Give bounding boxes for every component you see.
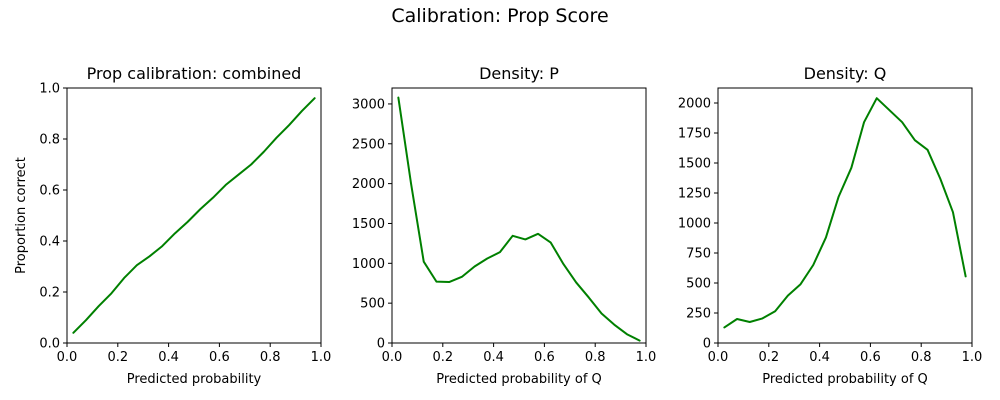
axes-frame xyxy=(717,87,973,344)
series-line xyxy=(397,96,641,342)
y-tick-label: 1000 xyxy=(678,217,711,232)
series-line xyxy=(723,97,967,329)
x-tick-label: 0.6 xyxy=(209,350,230,365)
chart-panel-3: Density: Q 0.0 0.2 0.4 0.6 0.8 1.0 0 250 500 750 10… xyxy=(678,64,982,387)
x-tick-label: 0.8 xyxy=(911,350,932,365)
y-tick-label: 1000 xyxy=(352,257,385,272)
y-tick-label: 0 xyxy=(377,337,385,352)
axes-frame xyxy=(66,87,322,344)
y-tick-label: 500 xyxy=(686,277,711,292)
y-tick-label: 1500 xyxy=(678,157,711,172)
y-tick-label: 0.6 xyxy=(39,184,60,199)
x-tick-label: 0.8 xyxy=(260,350,281,365)
y-tick-label: 1750 xyxy=(678,127,711,142)
chart-title: Density: Q xyxy=(804,64,887,83)
y-tick-label: 1500 xyxy=(352,217,385,232)
y-tick-label: 3000 xyxy=(352,97,385,112)
y-tick-label: 500 xyxy=(360,297,385,312)
x-tick-label: 0.4 xyxy=(483,350,504,365)
chart-title: Density: P xyxy=(479,64,559,83)
x-tick-label: 0.0 xyxy=(57,350,78,365)
x-tick-label: 0.0 xyxy=(382,350,403,365)
series-line xyxy=(72,97,316,334)
x-tick-label: 0.8 xyxy=(585,350,606,365)
x-tick-label: 1.0 xyxy=(311,350,332,365)
x-tick-label: 1.0 xyxy=(636,350,657,365)
x-tick-label: 0.6 xyxy=(860,350,881,365)
y-tick-label: 750 xyxy=(686,247,711,262)
x-tick-label: 0.0 xyxy=(708,350,729,365)
x-tick-label: 0.2 xyxy=(432,350,453,365)
x-axis-label: Predicted probability of Q xyxy=(762,372,928,387)
y-tick-label: 0.8 xyxy=(39,133,60,148)
x-tick-label: 1.0 xyxy=(962,350,983,365)
chart-panel-1: Prop calibration: combined 0.0 0.2 0.4 0.6 0.… xyxy=(14,64,331,387)
y-axis-label: Proportion correct xyxy=(14,157,29,274)
chart-panel-2: Density: P 0.0 0.2 0.4 0.6 0.8 1.0 0 500 1000 1500… xyxy=(352,64,656,387)
y-tick-label: 0.2 xyxy=(39,286,60,301)
x-tick-label: 0.2 xyxy=(758,350,779,365)
y-tick-label: 0 xyxy=(703,337,711,352)
axes-frame xyxy=(391,87,647,344)
chart-title: Prop calibration: combined xyxy=(87,64,302,83)
x-axis-label: Predicted probability xyxy=(127,372,262,387)
x-axis-label: Predicted probability of Q xyxy=(436,372,602,387)
y-tick-label: 2000 xyxy=(678,97,711,112)
x-tick-label: 0.4 xyxy=(809,350,830,365)
x-tick-label: 0.4 xyxy=(158,350,179,365)
y-tick-label: 250 xyxy=(686,307,711,322)
y-tick-label: 1250 xyxy=(678,187,711,202)
y-tick-label: 0.4 xyxy=(39,235,60,250)
x-tick-label: 0.6 xyxy=(534,350,555,365)
figure-suptitle: Calibration: Prop Score xyxy=(391,5,608,27)
y-tick-label: 0.0 xyxy=(39,337,60,352)
y-tick-label: 1.0 xyxy=(39,82,60,97)
y-tick-label: 2000 xyxy=(352,177,385,192)
x-tick-label: 0.2 xyxy=(107,350,128,365)
y-tick-label: 2500 xyxy=(352,137,385,152)
